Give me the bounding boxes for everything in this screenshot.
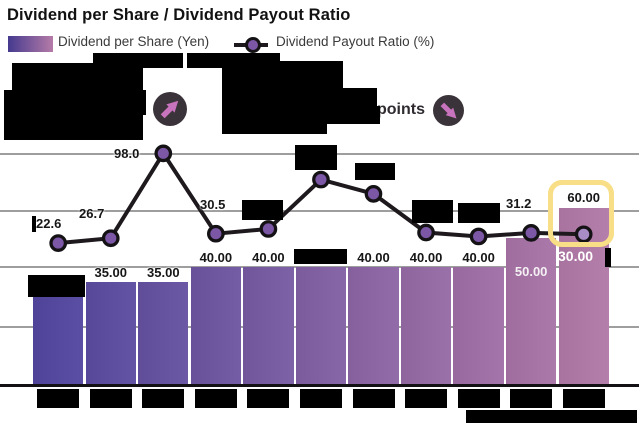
right-note-redaction-3 (222, 106, 380, 124)
legend-bar-label: Dividend per Share (Yen) (58, 34, 210, 49)
line-value-label: 98.0 (114, 146, 140, 161)
x-axis-label-redaction (352, 389, 395, 408)
dividend-bar (400, 267, 452, 385)
right-note-redaction-4 (222, 123, 327, 134)
right-note-redaction-2 (313, 88, 377, 107)
line-label-redaction-8 (412, 200, 453, 223)
bar-value-label: 60.00 (567, 190, 600, 205)
line-marker (259, 220, 278, 238)
line-label-redaction-9 (458, 203, 500, 223)
bar-series-swatch (8, 36, 53, 52)
line-value-label: 26.7 (79, 206, 105, 221)
legend: Dividend per Share (Yen) Dividend Payout… (0, 33, 639, 53)
x-axis-label-redaction (510, 389, 553, 408)
dividend-bar (85, 281, 136, 385)
dividend-bar (33, 296, 84, 385)
left-note-redaction-3 (4, 115, 143, 140)
x-axis-label-redaction (299, 389, 342, 408)
dividend-bar (348, 267, 399, 385)
x-axis-label-redaction (37, 389, 80, 408)
bar-value-label: 40.00 (409, 250, 443, 265)
dividend-bar (505, 237, 557, 385)
bar-label-redaction-1 (28, 275, 85, 297)
left-note-redaction-1 (12, 63, 143, 90)
line-label-redaction-5 (242, 200, 283, 220)
x-axis-label-redaction (89, 389, 132, 408)
footnote-redaction (466, 410, 637, 423)
bar-value-label: 40.00 (199, 250, 233, 265)
sliver-left (32, 216, 36, 232)
x-axis-line (0, 384, 639, 387)
line-label-redaction-7 (355, 163, 395, 180)
dividend-bar (138, 281, 189, 385)
bar-value-label: 40.00 (462, 250, 495, 265)
line-marker (101, 229, 120, 248)
line-value-label: 31.2 (506, 196, 532, 211)
x-axis-label-redaction (457, 389, 500, 408)
line-value-label: 22.6 (36, 216, 62, 231)
dividend-bar (190, 267, 242, 385)
bar-label-redaction-6 (294, 249, 347, 264)
line-label-redaction-6 (295, 145, 337, 170)
line-marker (207, 224, 225, 243)
line-marker (49, 234, 68, 252)
line-value-label: 30.00 (558, 248, 594, 264)
line-series-marker-dot (245, 37, 261, 53)
line-marker (469, 227, 488, 246)
x-axis-label-redaction (142, 389, 185, 408)
x-axis-label-redaction (247, 389, 290, 408)
legend-line-label: Dividend Payout Ratio (%) (276, 34, 435, 49)
dividend-bar (295, 267, 347, 385)
bar-value-label: 35.00 (147, 264, 180, 280)
x-axis-label-redaction (562, 389, 605, 408)
dividend-bar (243, 267, 294, 385)
dividend-bar (453, 267, 504, 385)
left-note-redaction-2 (4, 90, 146, 115)
bar-value-label: 40.00 (252, 250, 285, 265)
down-right-arrow-icon (433, 95, 464, 126)
line-marker (417, 223, 435, 242)
up-right-arrow-icon (153, 92, 187, 126)
right-note-visible-text: points (377, 101, 425, 118)
line-value-label: 30.5 (200, 197, 226, 212)
sliver-right (605, 248, 611, 267)
x-axis-label-redaction (194, 389, 237, 408)
line-marker (364, 184, 383, 203)
chart-title: Dividend per Share / Dividend Payout Rat… (7, 6, 351, 24)
bar-value-label: 50.00 (514, 263, 548, 279)
bar-value-label: 40.00 (357, 250, 390, 265)
line-marker (312, 170, 330, 189)
x-axis-label-redaction (405, 389, 448, 408)
bar-value-label: 35.00 (94, 264, 128, 280)
